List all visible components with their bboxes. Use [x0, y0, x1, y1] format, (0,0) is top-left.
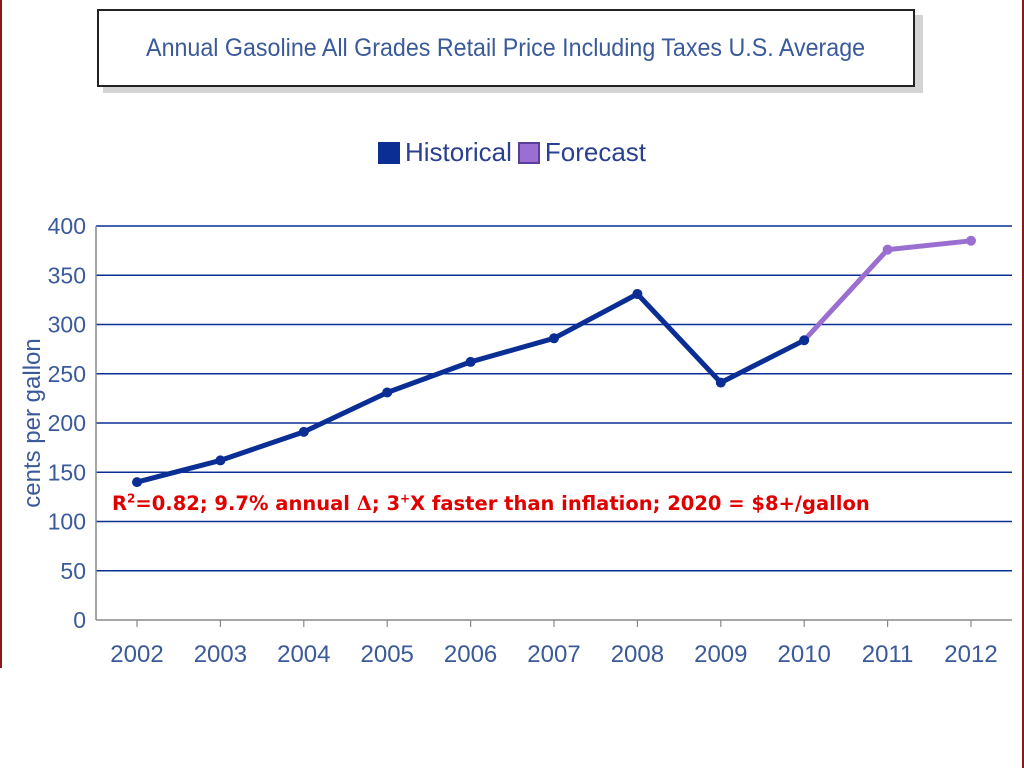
y-tick-label: 200	[48, 410, 86, 436]
y-tick-label: 100	[48, 509, 86, 535]
chart-annotation: R2=0.82; 9.7% annual Δ; 3+X faster than …	[112, 492, 870, 515]
legend-swatch-historical	[377, 141, 400, 164]
x-tick-label: 2008	[611, 641, 664, 668]
data-point-historical	[549, 333, 559, 344]
x-tick-label: 2005	[361, 641, 414, 668]
legend-item-historical: Historical	[377, 137, 512, 168]
x-tick-label: 2004	[277, 641, 330, 668]
x-tick-label: 2010	[778, 641, 831, 668]
annotation-part3: ; 3	[371, 492, 401, 515]
left-border	[0, 0, 2, 668]
annotation-part1: R	[112, 492, 128, 515]
x-tick-label: 2012	[944, 641, 997, 668]
x-tick-label: 2003	[194, 641, 247, 668]
annotation-part4: X faster than inflation; 2020 = $8+/gall…	[410, 492, 870, 515]
data-point-forecast	[966, 235, 976, 246]
legend-swatch-forecast	[517, 141, 540, 164]
data-point-historical	[632, 288, 643, 299]
y-tick-label: 350	[48, 262, 86, 288]
y-axis-label: cents per gallon	[19, 338, 46, 507]
data-point-historical	[799, 335, 810, 346]
x-tick-label: 2006	[444, 641, 497, 668]
legend-label-forecast: Forecast	[544, 137, 647, 167]
right-border	[1022, 0, 1024, 768]
x-tick-label: 2007	[527, 641, 580, 668]
legend-item-forecast: Forecast	[517, 137, 647, 168]
chart-title-box: Annual Gasoline All Grades Retail Price …	[97, 9, 915, 87]
data-point-historical	[715, 377, 726, 388]
data-point-historical	[382, 387, 393, 398]
x-tick-label: 2002	[110, 641, 163, 668]
x-tick-label: 2011	[862, 641, 914, 668]
chart-title: Annual Gasoline All Grades Retail Price …	[146, 33, 866, 62]
y-tick-label: 300	[48, 312, 86, 338]
data-point-historical	[132, 477, 142, 488]
series-line-forecast	[801, 238, 974, 343]
data-point-historical	[298, 426, 309, 437]
data-point-historical	[215, 455, 226, 466]
annotation-delta: Δ	[356, 492, 372, 515]
annotation-sup1: 2	[127, 491, 136, 506]
data-point-forecast	[882, 244, 893, 255]
annotation-sup2: +	[400, 491, 411, 506]
y-tick-label: 150	[48, 459, 86, 485]
x-tick-label: 2009	[694, 641, 747, 668]
legend: Historical Forecast	[0, 137, 1024, 168]
y-tick-label: 0	[73, 607, 86, 633]
data-point-historical	[465, 356, 476, 367]
y-tick-label: 250	[48, 361, 86, 387]
y-tick-label: 400	[48, 213, 86, 239]
y-tick-label: 50	[60, 558, 86, 584]
annotation-part2: =0.82; 9.7% annual	[135, 492, 357, 515]
legend-label-historical: Historical	[404, 137, 512, 167]
series-line-historical	[134, 291, 807, 485]
